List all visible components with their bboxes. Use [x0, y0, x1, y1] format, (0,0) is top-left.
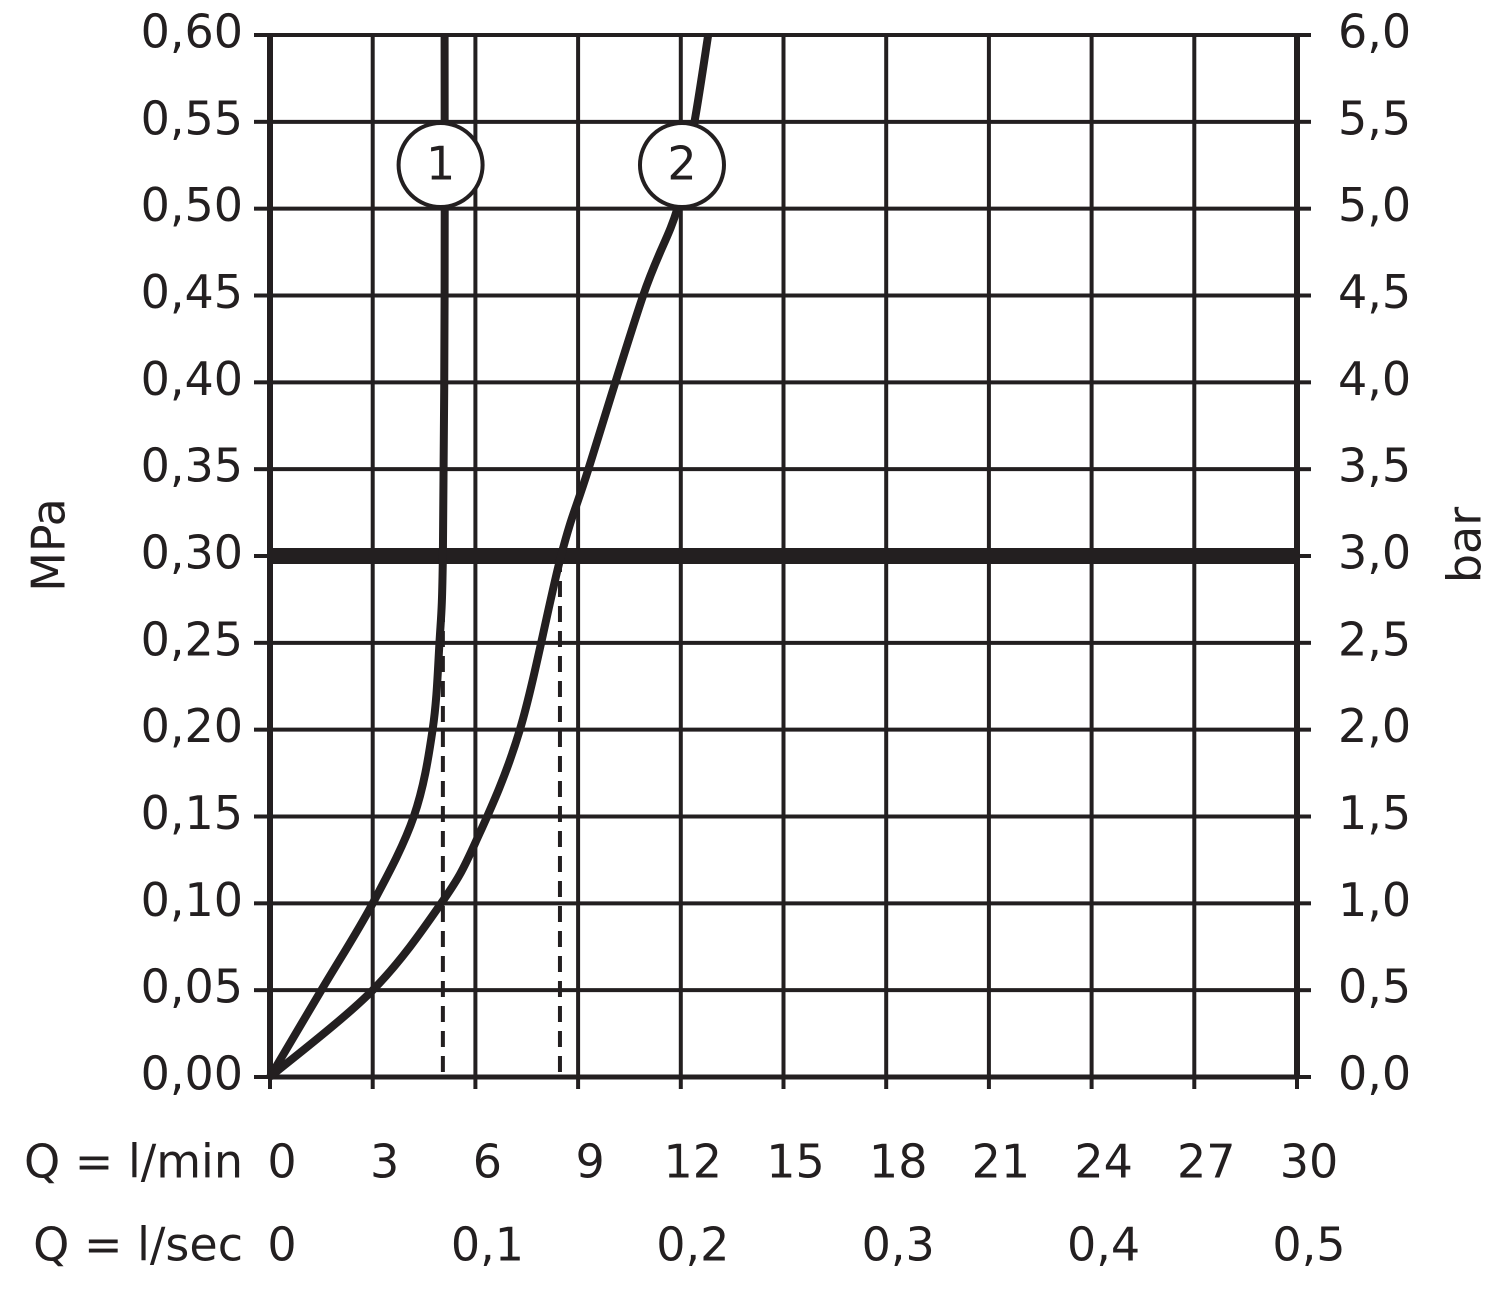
y-tick-label: 0,10 — [141, 873, 243, 927]
x-tick-label: 9 — [575, 1135, 604, 1189]
x2-tick-label: 0 — [267, 1218, 296, 1272]
x2-axis-label: Q = l/sec — [33, 1218, 243, 1272]
x-tick-label: 21 — [972, 1135, 1031, 1189]
x2-tick-label: 0,4 — [1067, 1218, 1140, 1272]
y2-tick-label: 6,0 — [1338, 5, 1411, 59]
y-tick-label: 0,30 — [141, 526, 243, 580]
y2-tick-label: 3,0 — [1338, 526, 1411, 580]
x2-tick-label: 0,5 — [1272, 1218, 1345, 1272]
series-label: 2 — [667, 137, 696, 191]
y2-tick-label: 1,5 — [1338, 786, 1411, 840]
y2-tick-label: 5,5 — [1338, 91, 1411, 145]
y-tick-label: 0,05 — [141, 960, 243, 1014]
x-tick-label: 24 — [1074, 1135, 1133, 1189]
y-axis-label: MPa — [22, 498, 76, 592]
x2-tick-label: 0,2 — [656, 1218, 729, 1272]
y-tick-label: 0,55 — [141, 91, 243, 145]
y-tick-label: 0,00 — [141, 1047, 243, 1101]
y2-tick-label: 1,0 — [1338, 873, 1411, 927]
x-tick-label: 3 — [370, 1135, 399, 1189]
series-label-bubble — [637, 121, 726, 209]
x-tick-label: 6 — [473, 1135, 502, 1189]
y2-tick-label: 0,0 — [1338, 1047, 1411, 1101]
y-tick-label: 0,50 — [141, 178, 243, 232]
series-label-bubble — [396, 121, 485, 209]
y2-axis-label: bar — [1438, 507, 1492, 583]
y-tick-label: 0,15 — [141, 786, 243, 840]
x-tick-label: 0 — [267, 1135, 296, 1189]
x-tick-label: 15 — [766, 1135, 825, 1189]
y2-tick-label: 4,5 — [1338, 265, 1411, 319]
y2-tick-label: 2,0 — [1338, 699, 1411, 753]
x-tick-label: 30 — [1280, 1135, 1339, 1189]
x-tick-label: 12 — [664, 1135, 723, 1189]
y2-tick-label: 2,5 — [1338, 612, 1411, 666]
x-tick-label: 18 — [869, 1135, 928, 1189]
y-tick-label: 0,25 — [141, 612, 243, 666]
y2-tick-label: 0,5 — [1338, 960, 1411, 1014]
y2-tick-label: 5,0 — [1338, 178, 1411, 232]
series-label: 1 — [426, 137, 455, 191]
y-tick-label: 0,60 — [141, 5, 243, 59]
x2-tick-label: 0,1 — [451, 1218, 524, 1272]
x-axis-label: Q = l/min — [24, 1135, 243, 1189]
y-tick-label: 0,40 — [141, 352, 243, 406]
y-tick-label: 0,20 — [141, 699, 243, 753]
series-line — [266, 34, 449, 1080]
y2-tick-label: 4,0 — [1338, 352, 1411, 406]
y-tick-label: 0,35 — [141, 439, 243, 493]
x-tick-label: 27 — [1177, 1135, 1236, 1189]
y-tick-label: 0,45 — [141, 265, 243, 319]
x2-tick-label: 0,3 — [862, 1218, 935, 1272]
y2-tick-label: 3,5 — [1338, 439, 1411, 493]
